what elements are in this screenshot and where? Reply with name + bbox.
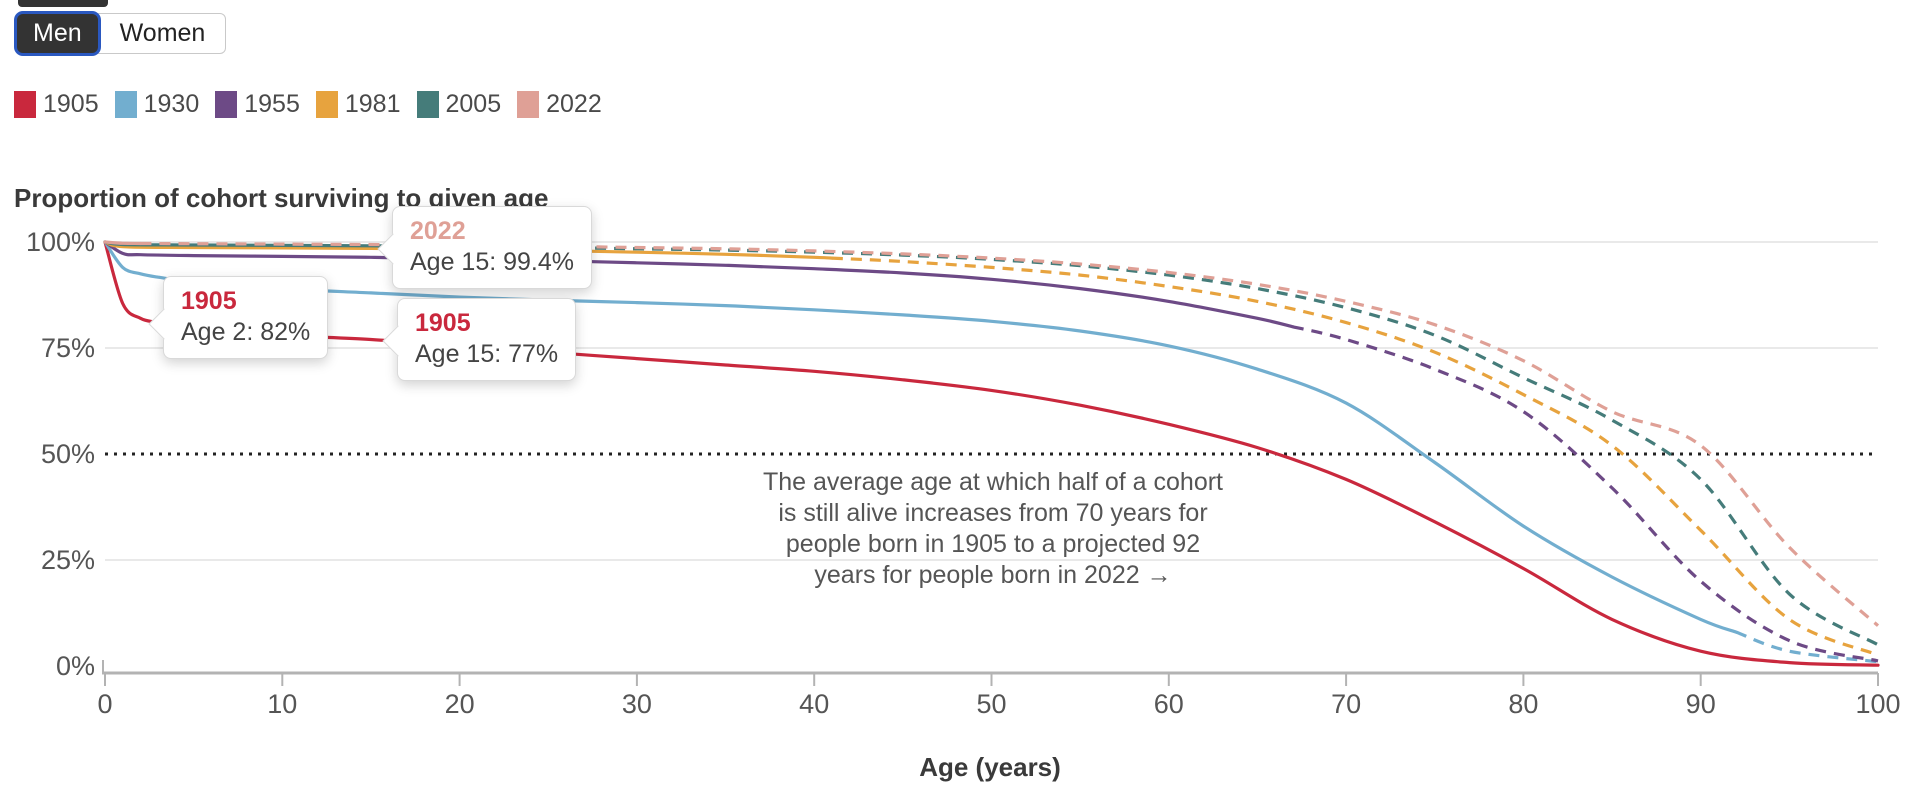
annotation-line: years for people born in 2022 → bbox=[814, 561, 1172, 589]
median-age-annotation: The average age at which half of a cohor… bbox=[760, 467, 1226, 591]
x-tick-label-30: 30 bbox=[622, 689, 652, 719]
tooltip-value: Age 15: 77% bbox=[415, 340, 559, 368]
curve-1905-observed bbox=[103, 240, 1880, 667]
legend-swatch bbox=[14, 91, 36, 118]
sex-toggle: Men Women bbox=[14, 11, 227, 56]
y-tick-label-25%: 25% bbox=[41, 545, 95, 575]
legend-item-1930: 1930 bbox=[114, 90, 200, 119]
x-tick-label-100: 100 bbox=[1855, 689, 1900, 719]
y-tick-label-75%: 75% bbox=[41, 333, 95, 363]
men-toggle-button[interactable]: Men bbox=[14, 11, 101, 56]
curve-1981-projected bbox=[831, 256, 1879, 657]
tooltip-title: 1905 bbox=[181, 287, 237, 315]
clipped-element-fragment bbox=[18, 0, 108, 7]
y-tick-label-0%: 0% bbox=[56, 651, 95, 681]
curve-1955-observed bbox=[103, 240, 1295, 329]
annotation-line: people born in 1905 to a projected 92 bbox=[785, 530, 1201, 558]
legend-swatch bbox=[517, 91, 540, 118]
x-tick-label-70: 70 bbox=[1331, 689, 1361, 719]
annotation-line: The average age at which half of a cohor… bbox=[762, 468, 1223, 496]
x-axis-label: Age (years) bbox=[919, 752, 1061, 782]
legend: 1905 1930 1955 1981 2005 2022 bbox=[14, 90, 618, 119]
legend-label: 1905 bbox=[43, 90, 99, 118]
tooltip-1905-age2: 1905 Age 2: 82% bbox=[148, 276, 329, 359]
legend-item-1905: 1905 bbox=[14, 90, 99, 119]
legend-item-2005: 2005 bbox=[416, 90, 502, 119]
legend-swatch bbox=[215, 91, 238, 118]
women-toggle-button[interactable]: Women bbox=[92, 13, 227, 54]
legend-item-1981: 1981 bbox=[315, 90, 401, 119]
x-tick-label-10: 10 bbox=[267, 689, 297, 719]
tooltip-title: 2022 bbox=[410, 217, 466, 245]
x-tick-label-60: 60 bbox=[1154, 689, 1184, 719]
tooltip-value: Age 15: 99.4% bbox=[410, 248, 575, 276]
x-tick-label-0: 0 bbox=[97, 689, 112, 719]
legend-label: 2022 bbox=[546, 90, 602, 118]
curve-2022-observed bbox=[103, 240, 143, 246]
x-tick-label-50: 50 bbox=[976, 689, 1006, 719]
x-tick-label-40: 40 bbox=[799, 689, 829, 719]
curve-1955-projected bbox=[1292, 325, 1879, 663]
legend-label: 1955 bbox=[244, 90, 300, 118]
legend-item-1955: 1955 bbox=[215, 90, 300, 119]
legend-label: 1981 bbox=[344, 90, 401, 118]
annotation-line: is still alive increases from 70 years f… bbox=[778, 499, 1208, 527]
legend-label: 1930 bbox=[143, 90, 200, 118]
x-tick-label-80: 80 bbox=[1508, 689, 1538, 719]
tooltip-title: 1905 bbox=[415, 309, 471, 337]
x-tick-label-90: 90 bbox=[1686, 689, 1716, 719]
legend-swatch bbox=[315, 91, 338, 118]
legend-item-2022: 2022 bbox=[517, 90, 602, 119]
y-tick-label-100%: 100% bbox=[26, 227, 95, 257]
x-tick-label-20: 20 bbox=[445, 689, 475, 719]
tooltip-2022-age15: 2022 Age 15: 99.4% bbox=[377, 206, 593, 289]
legend-swatch bbox=[114, 91, 137, 118]
legend-swatch bbox=[416, 91, 439, 118]
tooltip-1905-age15: 1905 Age 15: 77% bbox=[382, 298, 577, 381]
y-tick-label-50%: 50% bbox=[41, 439, 95, 469]
legend-label: 2005 bbox=[445, 90, 502, 118]
tooltip-value: Age 2: 82% bbox=[181, 318, 311, 346]
